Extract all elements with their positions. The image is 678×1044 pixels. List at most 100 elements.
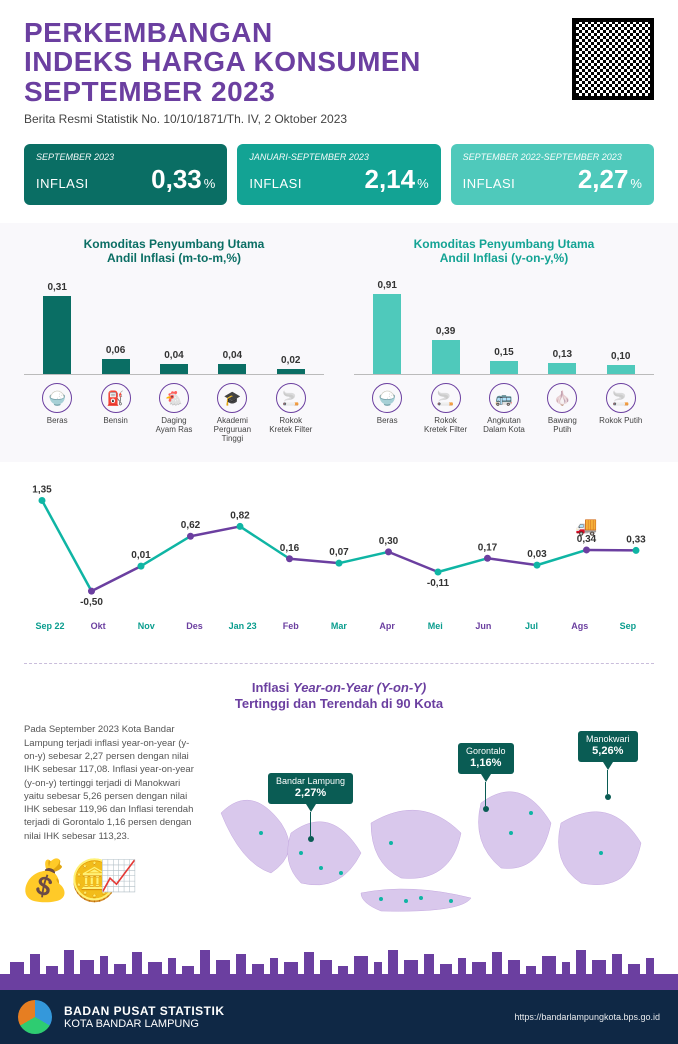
icons-row: 🍚Beras ⛽ Bensin 🐔Daging Ayam Ras 🎓 Akademi Pe… bbox=[24, 383, 324, 443]
page-title: PERKEMBANGAN INDEKS HARGA KONSUMEN SEPTE… bbox=[24, 18, 654, 106]
commodity-icon: 🚬 bbox=[431, 383, 461, 413]
commodity-icon: 🎓 bbox=[217, 383, 247, 413]
month-label: Jun bbox=[461, 621, 505, 631]
map-area: Bandar Lampung2,27% Gorontalo1,16% Manokwa… bbox=[208, 723, 654, 933]
marker-stick bbox=[607, 770, 608, 794]
commodity-item: 🚬 Rokok Putih bbox=[598, 383, 644, 435]
line-point-label: 0,07 bbox=[329, 547, 349, 558]
bar bbox=[373, 294, 401, 374]
month-label: Sep 22 bbox=[28, 621, 72, 631]
commodity-icon: 🧄 bbox=[547, 383, 577, 413]
bar bbox=[43, 296, 71, 374]
commodity-label: Beras bbox=[377, 417, 398, 426]
line-point-label: 0,01 bbox=[131, 550, 151, 561]
line-point bbox=[435, 568, 442, 575]
commodity-icon: 🚬 bbox=[276, 383, 306, 413]
map-marker: Gorontalo1,16% bbox=[458, 743, 514, 812]
line-point bbox=[138, 562, 145, 569]
bar-column: 0,04 bbox=[151, 350, 197, 374]
commodity-item: 🚌 Angkutan Dalam Kota bbox=[481, 383, 527, 435]
title-line-3: SEPTEMBER 2023 bbox=[24, 77, 654, 106]
stats-row: SEPTEMBER 2023INFLASI0,33% JANUARI-SEPTEM… bbox=[0, 136, 678, 223]
marker-flag: Gorontalo1,16% bbox=[458, 743, 514, 774]
month-label: Jan 23 bbox=[221, 621, 265, 631]
icons-row: 🍚Beras 🚬 Rokok Kretek Filter 🚌 Angkutan Dala… bbox=[354, 383, 654, 435]
line-segment bbox=[389, 551, 439, 571]
line-point-label: 1,35 bbox=[32, 484, 52, 495]
truck-icon: 🚚 bbox=[575, 516, 597, 536]
line-point bbox=[286, 555, 293, 562]
marker-flag: Bandar Lampung2,27% bbox=[268, 773, 353, 804]
commodity-label: Akademi Perguruan Tinggi bbox=[209, 417, 255, 443]
growth-arrow-icon: 📈 bbox=[100, 859, 137, 894]
bar-value: 0,91 bbox=[377, 280, 396, 291]
commodity-icon: 🚌 bbox=[489, 383, 519, 413]
bar-column: 0,06 bbox=[93, 345, 139, 374]
bar-value: 0,04 bbox=[164, 350, 183, 361]
bar-value: 0,15 bbox=[494, 347, 513, 358]
commodity-icon: 🚬 bbox=[606, 383, 636, 413]
map-section: Inflasi Year-on-Year (Y-on-Y) Tertinggi … bbox=[0, 664, 678, 944]
bar bbox=[160, 364, 188, 374]
commodity-item: 🎓 Akademi Perguruan Tinggi bbox=[209, 383, 255, 443]
line-chart-months: Sep 22OktNovDesJan 23FebMarAprMeiJunJulA… bbox=[24, 621, 654, 631]
commodity-label: Rokok Putih bbox=[599, 417, 642, 426]
bar-column: 0,04 bbox=[209, 350, 255, 374]
month-label: Des bbox=[172, 621, 216, 631]
line-point-label: 0,33 bbox=[626, 534, 646, 545]
marker-stick bbox=[310, 812, 311, 836]
footer: BADAN PUSAT STATISTIK KOTA BANDAR LAMPUN… bbox=[0, 990, 678, 1044]
commodity-label: Rokok Kretek Filter bbox=[423, 417, 469, 435]
line-point-label: 0,17 bbox=[478, 542, 498, 553]
mtm-chart: Komoditas Penyumbang UtamaAndil Inflasi … bbox=[24, 237, 324, 443]
marker-dot-icon bbox=[605, 794, 611, 800]
bar-column: 0,31 bbox=[34, 282, 80, 374]
map-title-2: Tertinggi dan Terendah di 90 Kota bbox=[235, 696, 443, 711]
map-marker: Manokwari5,26% bbox=[578, 731, 638, 800]
commodity-item: 🐔Daging Ayam Ras bbox=[151, 383, 197, 443]
commodity-icon: ⛽ bbox=[101, 383, 131, 413]
map-title-1: Inflasi Year-on-Year (Y-on-Y) bbox=[252, 680, 426, 695]
qr-code[interactable] bbox=[572, 18, 654, 100]
chart-title: Komoditas Penyumbang UtamaAndil Inflasi … bbox=[354, 237, 654, 265]
bar-value: 0,04 bbox=[223, 350, 242, 361]
marker-dot-icon bbox=[308, 836, 314, 842]
line-chart-svg: 1,35-0,500,010,620,820,160,070,30-0,110,… bbox=[24, 482, 654, 612]
bar-column: 0,15 bbox=[481, 347, 527, 374]
line-segment bbox=[42, 500, 92, 591]
commodity-item: 🍚Beras bbox=[34, 383, 80, 443]
line-point bbox=[484, 554, 491, 561]
commodity-item: 🚬Rokok Kretek Filter bbox=[268, 383, 314, 443]
chart-title: Komoditas Penyumbang UtamaAndil Inflasi … bbox=[24, 237, 324, 265]
bar-column: 0,10 bbox=[598, 351, 644, 374]
subtitle: Berita Resmi Statistik No. 10/10/1871/Th… bbox=[24, 112, 654, 126]
commodity-icon: 🐔 bbox=[159, 383, 189, 413]
title-line-2: INDEKS HARGA KONSUMEN bbox=[24, 47, 654, 76]
bar bbox=[432, 340, 460, 374]
commodity-label: Angkutan Dalam Kota bbox=[481, 417, 527, 435]
footer-url: https://bandarlampungkota.bps.go.id bbox=[514, 1012, 660, 1022]
month-label: Nov bbox=[124, 621, 168, 631]
bar-column: 0,91 bbox=[364, 280, 410, 374]
stat-label: INFLASI bbox=[463, 176, 516, 191]
line-point-label: 0,30 bbox=[379, 535, 399, 546]
stat-card: SEPTEMBER 2023INFLASI0,33% bbox=[24, 144, 227, 205]
month-label: Sep bbox=[606, 621, 650, 631]
line-point bbox=[237, 522, 244, 529]
stat-label: INFLASI bbox=[249, 176, 302, 191]
commodity-item: 🍚Beras bbox=[364, 383, 410, 435]
title-line-1: PERKEMBANGAN bbox=[24, 18, 654, 47]
footer-org-1: BADAN PUSAT STATISTIK bbox=[64, 1004, 502, 1018]
line-point bbox=[583, 546, 590, 553]
commodity-label: Bensin bbox=[103, 417, 127, 426]
commodity-icon: 🍚 bbox=[42, 383, 72, 413]
skyline-icon bbox=[0, 944, 678, 990]
stat-period: JANUARI-SEPTEMBER 2023 bbox=[249, 152, 428, 162]
marker-dot-icon bbox=[483, 806, 489, 812]
month-label: Apr bbox=[365, 621, 409, 631]
bar bbox=[218, 364, 246, 374]
header: PERKEMBANGAN INDEKS HARGA KONSUMEN SEPTE… bbox=[0, 0, 678, 136]
line-point-label: -0,50 bbox=[80, 597, 103, 608]
bar bbox=[607, 365, 635, 374]
stat-value: 0,33% bbox=[151, 164, 215, 195]
